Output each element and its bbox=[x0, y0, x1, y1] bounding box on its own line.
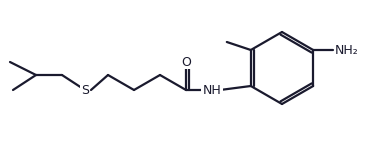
Text: NH: NH bbox=[203, 85, 222, 98]
Text: S: S bbox=[81, 85, 89, 98]
Text: O: O bbox=[181, 55, 191, 68]
Text: NH₂: NH₂ bbox=[335, 44, 359, 57]
